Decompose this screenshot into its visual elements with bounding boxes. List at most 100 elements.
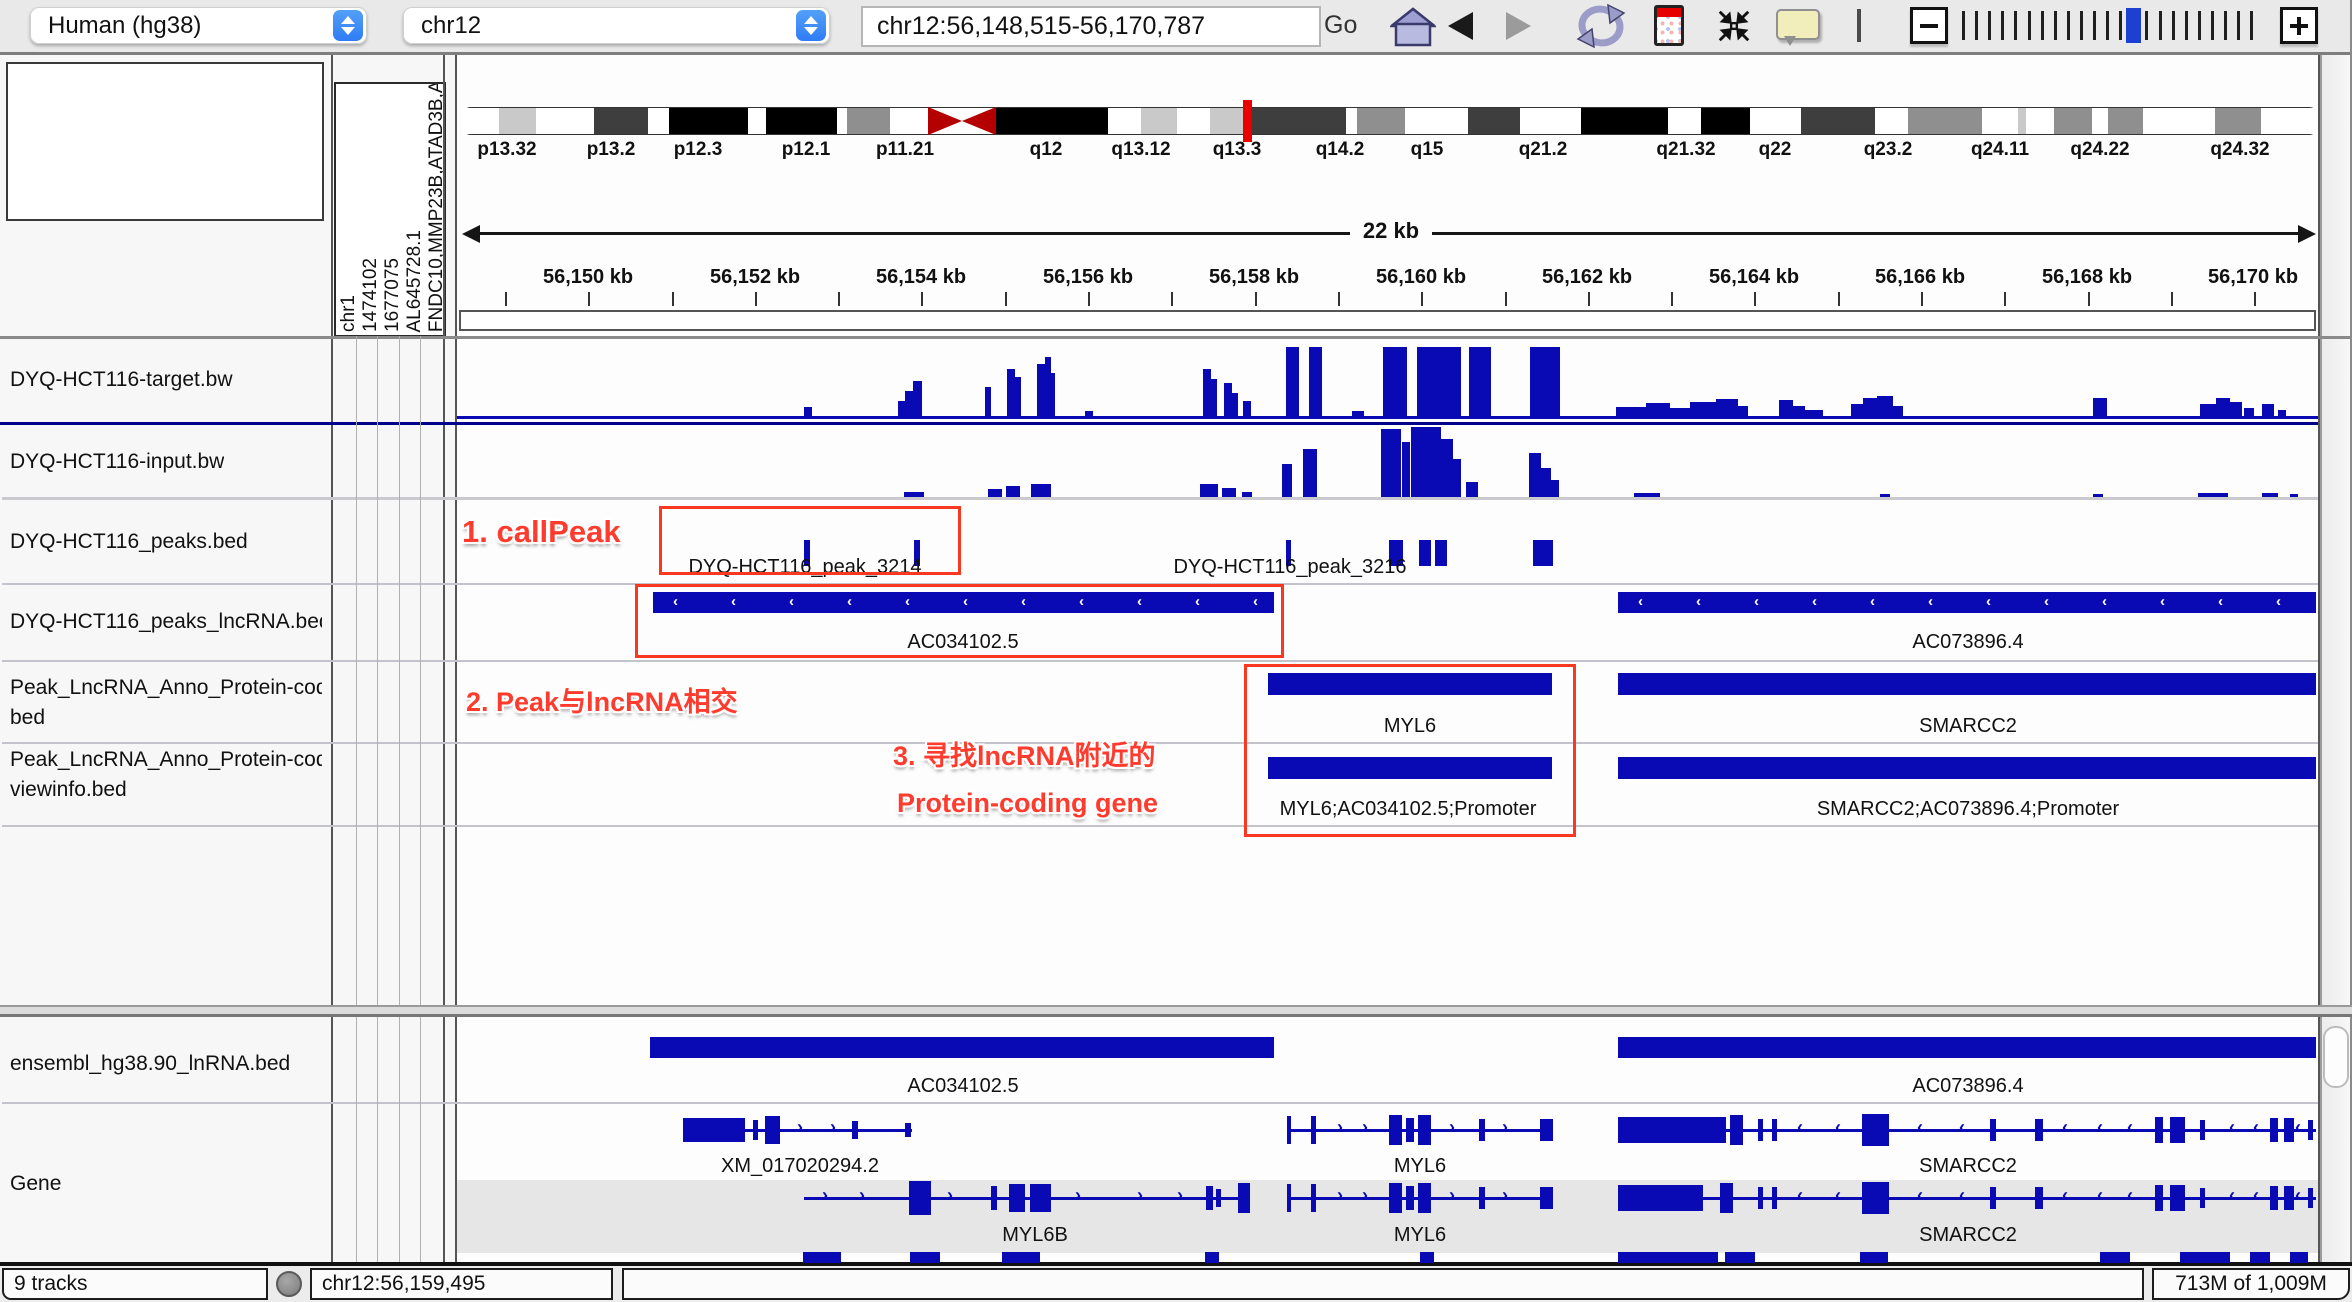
ideogram-band[interactable] <box>1468 108 1520 134</box>
gene-exon[interactable] <box>1862 1114 1889 1146</box>
ideogram-band[interactable] <box>499 108 536 134</box>
gene-exon[interactable] <box>1418 1115 1431 1145</box>
ideogram-band[interactable] <box>1346 108 1357 134</box>
gene-cds-box[interactable] <box>1618 1117 1726 1143</box>
gene-exon[interactable] <box>2308 1120 2313 1140</box>
ideogram-band[interactable] <box>847 108 890 134</box>
bed-feature-bar[interactable] <box>650 1037 1274 1058</box>
gene-exon[interactable] <box>1406 1118 1414 1142</box>
gene-exon[interactable] <box>1009 1184 1025 1212</box>
ideogram-band[interactable] <box>462 108 499 134</box>
ideogram-band[interactable] <box>2026 108 2054 134</box>
ideogram-band[interactable] <box>1701 108 1750 134</box>
gene-exon[interactable] <box>1720 1183 1733 1213</box>
zoom-in-button[interactable] <box>2280 7 2318 44</box>
gene-exon[interactable] <box>2155 1117 2163 1143</box>
peak-feature[interactable] <box>1419 540 1431 566</box>
ideogram-band[interactable] <box>837 108 847 134</box>
zoom-slider-thumb[interactable] <box>2126 8 2141 43</box>
gene-exon[interactable] <box>1479 1187 1485 1209</box>
ideogram-band[interactable] <box>669 108 748 134</box>
gene-exon[interactable] <box>2284 1118 2294 1142</box>
track-name-label[interactable]: DYQ-HCT116-target.bw <box>10 368 233 392</box>
ideogram-band[interactable] <box>1405 108 1468 134</box>
gene-exon[interactable] <box>2155 1185 2163 1211</box>
gene-cds-box[interactable] <box>683 1118 745 1142</box>
ideogram-band[interactable] <box>1210 108 1243 134</box>
ideogram-band[interactable] <box>1177 108 1210 134</box>
track-name-label[interactable]: DYQ-HCT116_peaks.bed <box>10 530 248 554</box>
ideogram-band[interactable] <box>2108 108 2143 134</box>
gene-exon[interactable] <box>2170 1185 2185 1211</box>
upper-scrollbar-track[interactable] <box>2320 55 2352 1005</box>
ideogram-band[interactable] <box>2261 108 2318 134</box>
gene-exon[interactable] <box>1479 1119 1485 1141</box>
ideogram-band[interactable] <box>1520 108 1581 134</box>
gene-exon[interactable] <box>1389 1183 1402 1213</box>
bed-feature-bar[interactable]: ‹‹‹‹‹‹‹‹‹‹‹‹ <box>1618 592 2316 613</box>
ideogram-band[interactable] <box>1982 108 2018 134</box>
gene-exon[interactable] <box>1206 1186 1213 1210</box>
memory-indicator-button[interactable] <box>276 1271 302 1297</box>
bed-feature-bar[interactable] <box>1618 673 2316 695</box>
ideogram-band[interactable] <box>2092 108 2108 134</box>
gene-exon[interactable] <box>2284 1186 2294 1210</box>
gene-exon[interactable] <box>1389 1115 1402 1145</box>
go-button[interactable]: Go <box>1324 11 1357 40</box>
track-name-label[interactable]: bed <box>10 706 45 730</box>
gene-exon[interactable] <box>1030 1184 1051 1212</box>
ideogram-band[interactable] <box>748 108 766 134</box>
gene-exon[interactable] <box>1862 1182 1889 1214</box>
gene-exon[interactable] <box>1758 1119 1763 1141</box>
ideogram-band[interactable] <box>1252 108 1346 134</box>
ideogram-band[interactable] <box>766 108 837 134</box>
gene-exon[interactable] <box>1216 1189 1221 1207</box>
gene-exon[interactable] <box>852 1121 858 1139</box>
ideogram-band[interactable] <box>536 108 594 134</box>
gene-cds-box[interactable] <box>1540 1119 1553 1141</box>
ideogram-band[interactable] <box>1108 108 1141 134</box>
ideogram-band[interactable] <box>890 108 928 134</box>
gene-exon[interactable] <box>1287 1116 1291 1144</box>
ideogram-band[interactable] <box>2054 108 2092 134</box>
gene-exon[interactable] <box>2035 1119 2043 1141</box>
region-of-interest-icon[interactable] <box>1654 5 1684 46</box>
track-name-label[interactable]: viewinfo.bed <box>10 778 127 802</box>
gene-exon[interactable] <box>2200 1120 2205 1140</box>
gene-exon[interactable] <box>1758 1187 1763 1209</box>
gene-exon[interactable] <box>1418 1183 1431 1213</box>
gene-exon[interactable] <box>1238 1183 1250 1213</box>
ideogram-band[interactable] <box>1581 108 1668 134</box>
track-name-label[interactable]: Peak_LncRNA_Anno_Protein-cod <box>10 676 322 700</box>
ideogram-band[interactable] <box>996 108 1108 134</box>
gene-exon[interactable] <box>2170 1117 2185 1143</box>
bed-feature-bar[interactable] <box>1618 1037 2316 1058</box>
gene-exon[interactable] <box>1406 1186 1414 1210</box>
ideogram-band[interactable] <box>1875 108 1908 134</box>
ideogram-band[interactable] <box>1357 108 1405 134</box>
gene-exon[interactable] <box>765 1116 780 1144</box>
gene-exon[interactable] <box>1287 1184 1291 1212</box>
zoom-out-button[interactable] <box>1910 7 1948 44</box>
ideogram-band[interactable] <box>2215 108 2261 134</box>
peak-feature[interactable] <box>1533 540 1553 566</box>
track-name-label[interactable]: ensembl_hg38.90_lnRNA.bed <box>10 1052 290 1076</box>
track-name-label[interactable]: Peak_LncRNA_Anno_Protein-cod <box>10 748 322 772</box>
ideogram-band[interactable] <box>1141 108 1177 134</box>
gene-exon[interactable] <box>753 1120 758 1140</box>
back-button-icon[interactable] <box>1448 12 1473 40</box>
ideogram-band[interactable] <box>1750 108 1801 134</box>
gene-exon[interactable] <box>1730 1115 1743 1145</box>
gene-exon[interactable] <box>1311 1184 1316 1212</box>
track-name-label[interactable]: DYQ-HCT116_peaks_lncRNA.bed <box>10 610 322 634</box>
gene-exon[interactable] <box>2035 1187 2043 1209</box>
lower-scrollbar-thumb[interactable] <box>2323 1026 2349 1088</box>
bed-feature-bar[interactable] <box>1618 757 2316 779</box>
genome-select[interactable]: Human (hg38) <box>30 7 367 44</box>
track-name-label[interactable]: DYQ-HCT116-input.bw <box>10 450 224 474</box>
gene-exon[interactable] <box>2270 1186 2278 1210</box>
gene-exon[interactable] <box>1311 1116 1316 1144</box>
gene-exon[interactable] <box>2270 1118 2278 1142</box>
gene-exon[interactable] <box>1990 1119 1996 1141</box>
ideogram-band[interactable] <box>1801 108 1875 134</box>
